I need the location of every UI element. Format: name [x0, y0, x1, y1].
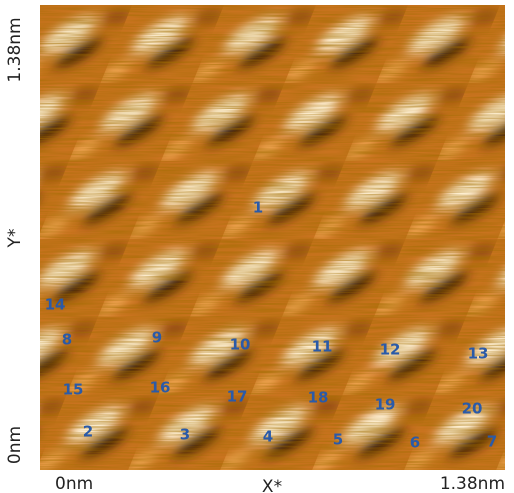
x-right-label: 1.38nm [440, 474, 505, 493]
site-number: 12 [380, 341, 401, 359]
site-number: 19 [375, 396, 396, 414]
site-number: 5 [333, 431, 343, 449]
site-number: 3 [180, 426, 190, 444]
site-number: 1 [253, 199, 263, 217]
site-number: 18 [308, 389, 329, 407]
site-number: 17 [227, 388, 248, 406]
site-number: 8 [62, 331, 72, 349]
site-number: 9 [152, 329, 162, 347]
site-number: 15 [63, 381, 84, 399]
site-number: 20 [462, 400, 483, 418]
site-number: 14 [45, 296, 66, 314]
site-number: 4 [263, 428, 273, 446]
y-top-label: 1.38nm [5, 17, 25, 82]
y-bottom-label: 0nm [5, 426, 25, 464]
site-number: 6 [410, 434, 420, 452]
x-axis-label: X* [262, 477, 282, 493]
site-number: 2 [83, 423, 93, 441]
site-number: 16 [150, 379, 171, 397]
site-number: 7 [487, 433, 497, 451]
x-left-label: 0nm [55, 474, 93, 493]
y-axis-label: Y* [5, 229, 25, 249]
site-number: 11 [312, 338, 333, 356]
stm-image [40, 5, 505, 470]
site-number: 13 [468, 345, 489, 363]
site-number: 10 [230, 336, 251, 354]
